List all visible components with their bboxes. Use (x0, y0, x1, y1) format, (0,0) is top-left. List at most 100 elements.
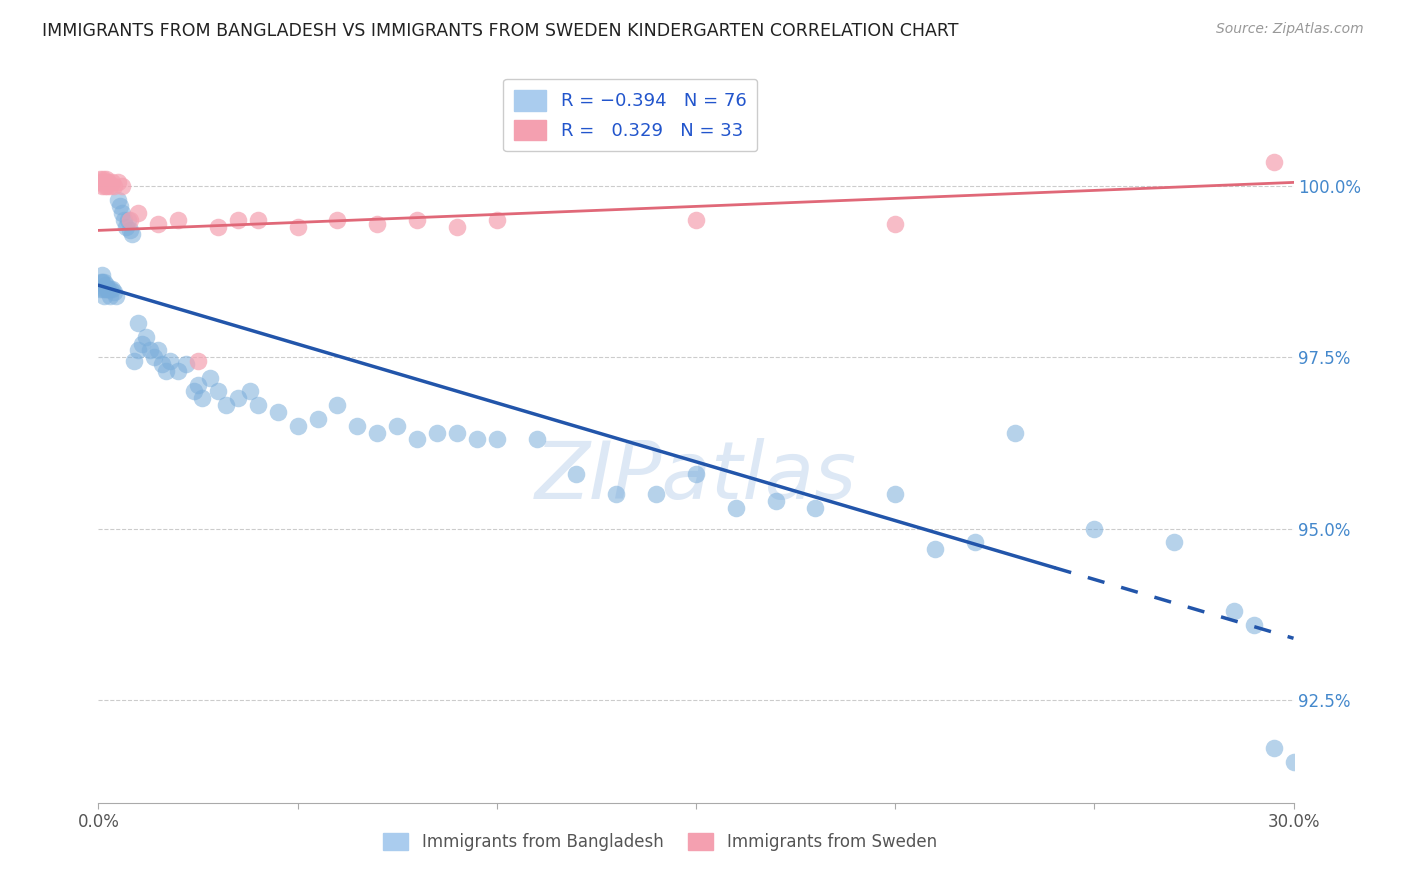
Point (96, 172, 118, 186)
Point (107, 193, 129, 207)
Point (724, 501, 747, 516)
Point (90, 175, 112, 189)
Point (131, 336, 153, 351)
Point (101, 282, 124, 296)
Point (93, 275, 115, 289)
Point (111, 178, 134, 193)
Point (465, 433, 488, 447)
Point (326, 398, 349, 412)
Point (1243, 617, 1265, 632)
Point (91, 275, 114, 289)
Point (1004, 425, 1026, 440)
Point (605, 487, 627, 501)
Point (150, 357, 173, 371)
Text: IMMIGRANTS FROM BANGLADESH VS IMMIGRANTS FROM SWEDEN KINDERGARTEN CORRELATION CH: IMMIGRANTS FROM BANGLADESH VS IMMIGRANTS… (42, 22, 959, 40)
Point (115, 219, 138, 234)
Point (98, 178, 122, 193)
Point (685, 213, 707, 227)
Point (207, 384, 229, 399)
Point (127, 316, 149, 330)
Point (1263, 741, 1285, 756)
Point (1223, 604, 1246, 618)
Point (112, 213, 135, 227)
Point (287, 418, 309, 433)
Point (94, 178, 117, 193)
Point (215, 398, 238, 412)
Point (645, 487, 668, 501)
Point (101, 175, 124, 189)
Point (183, 384, 205, 399)
Point (446, 425, 468, 440)
Point (107, 175, 129, 189)
Point (226, 213, 249, 227)
Point (565, 467, 588, 481)
Point (1163, 535, 1185, 549)
Point (1282, 755, 1305, 769)
Point (884, 487, 907, 501)
Text: ZIPatlas: ZIPatlas (534, 438, 858, 516)
Point (366, 425, 388, 440)
Point (246, 398, 269, 412)
Point (884, 217, 907, 231)
Point (366, 217, 388, 231)
Point (111, 206, 134, 220)
Point (1263, 154, 1285, 169)
Legend: Immigrants from Bangladesh, Immigrants from Sweden: Immigrants from Bangladesh, Immigrants f… (377, 826, 943, 857)
Point (765, 494, 787, 508)
Point (191, 392, 214, 406)
Point (526, 433, 548, 447)
Point (91, 178, 114, 193)
Point (135, 329, 157, 343)
Point (187, 353, 209, 368)
Point (326, 213, 349, 227)
Point (239, 384, 262, 399)
Point (127, 343, 149, 358)
Point (105, 288, 128, 302)
Point (89, 282, 111, 296)
Point (93, 175, 115, 189)
Point (406, 213, 429, 227)
Point (446, 219, 468, 234)
Point (97, 282, 120, 296)
Point (127, 206, 149, 220)
Point (485, 433, 508, 447)
Point (346, 418, 368, 433)
Point (96, 282, 118, 296)
Point (167, 213, 190, 227)
Point (139, 343, 162, 358)
Point (143, 350, 166, 364)
Point (94, 282, 117, 296)
Point (148, 343, 170, 358)
Point (246, 213, 269, 227)
Point (307, 412, 329, 426)
Point (174, 357, 197, 371)
Point (98, 288, 121, 302)
Point (287, 219, 309, 234)
Point (98, 282, 122, 296)
Point (120, 213, 142, 227)
Point (117, 213, 139, 227)
Point (685, 467, 707, 481)
Point (804, 501, 827, 516)
Point (207, 219, 229, 234)
Point (187, 377, 209, 392)
Point (90, 275, 112, 289)
Point (93, 288, 115, 302)
Point (120, 223, 142, 237)
Point (91, 282, 114, 296)
Point (385, 418, 409, 433)
Point (426, 425, 449, 440)
Point (226, 392, 249, 406)
Point (924, 542, 946, 557)
Point (121, 227, 143, 241)
Point (94, 175, 117, 189)
Text: Source: ZipAtlas.com: Source: ZipAtlas.com (1216, 22, 1364, 37)
Point (963, 535, 986, 549)
Point (89, 172, 111, 186)
Point (1083, 522, 1105, 536)
Point (155, 364, 177, 378)
Point (485, 213, 508, 227)
Point (148, 217, 170, 231)
Point (167, 364, 190, 378)
Point (159, 353, 181, 368)
